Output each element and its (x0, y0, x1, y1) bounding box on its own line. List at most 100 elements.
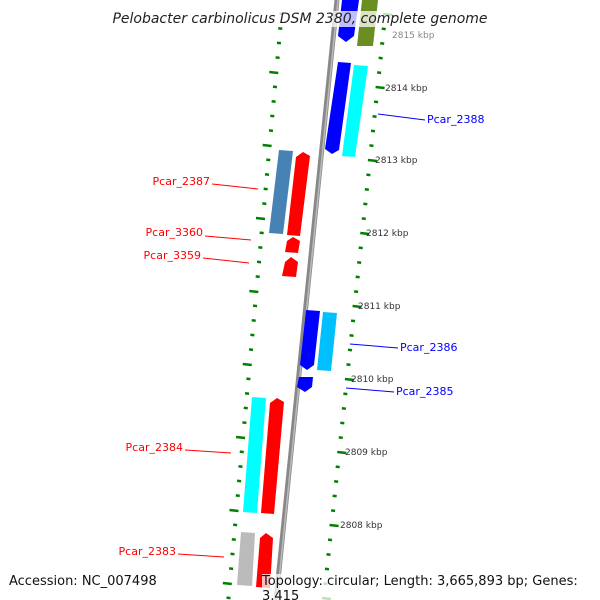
minor-tick (358, 246, 363, 250)
minor-tick (228, 567, 234, 571)
topology-text: Topology: circular; Length: 3,665,893 bp… (262, 574, 600, 600)
minor-tick (270, 114, 275, 118)
minor-tick (335, 465, 340, 469)
minor-tick (271, 99, 276, 103)
label-pcar-2387[interactable]: Pcar_2387 (153, 175, 210, 188)
major-tick (337, 450, 347, 455)
minor-tick (250, 333, 255, 337)
minor-tick (361, 217, 366, 221)
major-tick (222, 581, 232, 586)
major-tick (262, 143, 272, 148)
major-tick (352, 304, 362, 309)
minor-tick (278, 26, 283, 30)
minor-tick (372, 114, 377, 118)
minor-tick (243, 406, 248, 410)
gene-pcar-2383-a[interactable] (237, 532, 255, 586)
label-pcar-2386[interactable]: Pcar_2386 (400, 341, 457, 354)
minor-tick (378, 56, 383, 60)
minor-tick (346, 363, 351, 367)
major-tick (375, 85, 385, 90)
minor-tick (255, 275, 260, 279)
minor-tick (376, 71, 382, 75)
minor-tick (373, 100, 379, 104)
minor-tick (232, 523, 238, 527)
minor-tick (231, 537, 236, 541)
minor-tick (235, 494, 240, 498)
gene-pcar-3359[interactable] (282, 257, 298, 277)
minor-tick (381, 27, 386, 31)
genome-backbone-highlight (276, 0, 339, 600)
major-tick (360, 231, 370, 236)
minor-tick (258, 245, 263, 249)
minor-tick (369, 144, 374, 148)
minor-tick (264, 172, 270, 176)
gene-pcar-2385[interactable] (297, 377, 313, 392)
tick-label-2808: 2808 kbp (340, 521, 383, 531)
minor-tick (347, 348, 353, 352)
tick-label-2811: 2811 kbp (358, 302, 401, 312)
minor-tick (343, 392, 348, 396)
gene-pcar-2388-a[interactable] (325, 62, 351, 154)
minor-tick (350, 319, 356, 323)
minor-tick (366, 173, 371, 177)
minor-tick (324, 567, 330, 571)
major-tick (229, 508, 239, 513)
tick-label-2815: 2815 kbp (392, 31, 435, 41)
gene-pcar-2384-a[interactable] (243, 397, 266, 513)
minor-tick (236, 479, 242, 483)
minor-tick (332, 494, 337, 498)
minor-tick (242, 421, 247, 425)
gene-pcar-2387[interactable] (287, 152, 310, 236)
gene-pcar-2387-a[interactable] (269, 150, 293, 234)
label-pcar-3359[interactable]: Pcar_3359 (144, 249, 201, 262)
minor-tick (246, 377, 251, 381)
accession-text: Accession: NC_007498 (9, 574, 157, 589)
major-tick (367, 158, 378, 163)
major-tick (344, 377, 355, 382)
minor-tick (263, 187, 268, 191)
minor-tick (353, 290, 359, 294)
minor-tick (326, 552, 331, 556)
minor-tick (259, 231, 264, 235)
minor-tick (349, 333, 354, 337)
major-tick (249, 289, 259, 294)
label-leaders (177, 113, 426, 558)
minor-tick (226, 596, 231, 600)
gene-pcar-2384[interactable] (261, 398, 284, 514)
minor-tick (334, 479, 339, 483)
label-pcar-2388[interactable]: Pcar_2388 (427, 113, 484, 126)
minor-tick (380, 41, 385, 45)
major-tick (255, 216, 266, 221)
label-pcar-2385[interactable]: Pcar_2385 (396, 385, 453, 398)
minor-tick (239, 450, 244, 454)
label-pcar-2384[interactable]: Pcar_2384 (126, 441, 183, 454)
tick-label-2809: 2809 kbp (345, 448, 388, 458)
minor-tick (272, 85, 278, 89)
major-tick (242, 362, 252, 367)
minor-tick (330, 509, 336, 513)
tick-label-2810: 2810 kbp (351, 375, 394, 385)
gene-pcar-2386[interactable] (317, 312, 337, 371)
minor-tick (238, 464, 243, 468)
minor-tick (355, 275, 360, 279)
minor-tick (262, 202, 267, 206)
minor-tick (327, 538, 333, 542)
gene-pcar-3360[interactable] (285, 237, 300, 253)
gene-pcar-2386-a[interactable] (300, 310, 320, 370)
minor-tick (338, 436, 343, 440)
minor-tick (357, 260, 362, 264)
tick-label-2814: 2814 kbp (385, 84, 428, 94)
minor-tick (370, 129, 376, 133)
minor-tick (266, 158, 271, 162)
minor-tick (364, 187, 370, 191)
tick-label-2813: 2813 kbp (375, 156, 418, 166)
minor-tick (248, 348, 254, 352)
tick-label-2812: 2812 kbp (366, 229, 409, 239)
minor-tick (252, 304, 258, 308)
major-tick (235, 435, 246, 440)
gene-pcar-2388[interactable] (342, 65, 368, 157)
map-title: Pelobacter carbinolicus DSM 2380, comple… (108, 11, 492, 27)
label-pcar-3360[interactable]: Pcar_3360 (146, 226, 203, 239)
label-pcar-2383[interactable]: Pcar_2383 (119, 545, 176, 558)
